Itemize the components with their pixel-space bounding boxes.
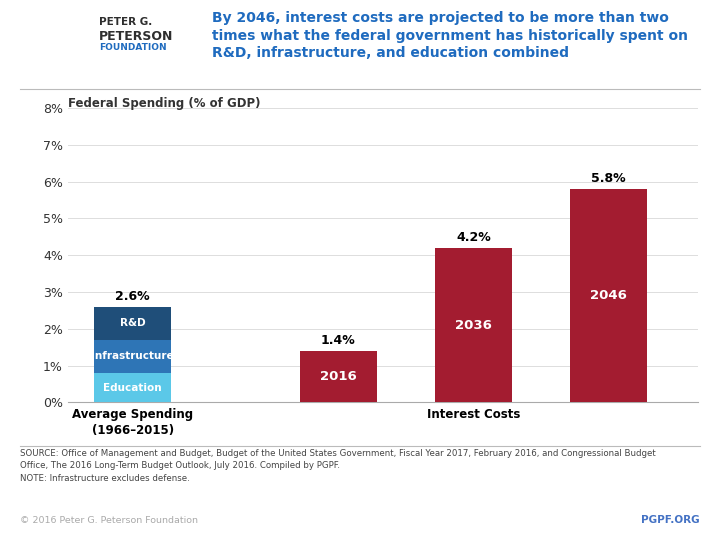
Text: 4.2%: 4.2%	[456, 231, 491, 244]
Text: © 2016 Peter G. Peterson Foundation: © 2016 Peter G. Peterson Foundation	[20, 516, 198, 525]
Bar	[570, 189, 647, 402]
Text: By 2046, interest costs are projected to be more than two
times what the federal: By 2046, interest costs are projected to…	[212, 11, 688, 60]
Text: Average Spending
(1966–2015): Average Spending (1966–2015)	[72, 408, 193, 437]
Bar	[94, 307, 171, 340]
Text: PETERSON: PETERSON	[99, 30, 174, 43]
Text: Interest Costs: Interest Costs	[427, 408, 520, 421]
Text: PETER G.: PETER G.	[99, 17, 153, 28]
Bar	[300, 351, 377, 402]
Bar	[94, 340, 171, 373]
Text: Federal Spending (% of GDP): Federal Spending (% of GDP)	[68, 97, 261, 110]
Text: Infrastructure: Infrastructure	[91, 352, 174, 361]
Text: R&D: R&D	[120, 318, 145, 328]
Text: SOURCE: Office of Management and Budget, Budget of the United States Government,: SOURCE: Office of Management and Budget,…	[20, 449, 656, 483]
Bar	[435, 248, 512, 402]
Text: 2036: 2036	[455, 319, 492, 332]
Text: 1.4%: 1.4%	[321, 334, 356, 347]
Text: 2016: 2016	[320, 370, 357, 383]
Text: ≋: ≋	[42, 30, 66, 58]
Text: 2.6%: 2.6%	[115, 290, 150, 303]
Text: 2046: 2046	[590, 289, 627, 302]
Text: PGPF.ORG: PGPF.ORG	[642, 515, 700, 525]
Text: 5.8%: 5.8%	[591, 172, 626, 185]
Text: Education: Education	[104, 382, 162, 393]
Text: ▬: ▬	[48, 62, 61, 76]
Bar	[94, 373, 171, 402]
Text: FOUNDATION: FOUNDATION	[99, 43, 167, 52]
